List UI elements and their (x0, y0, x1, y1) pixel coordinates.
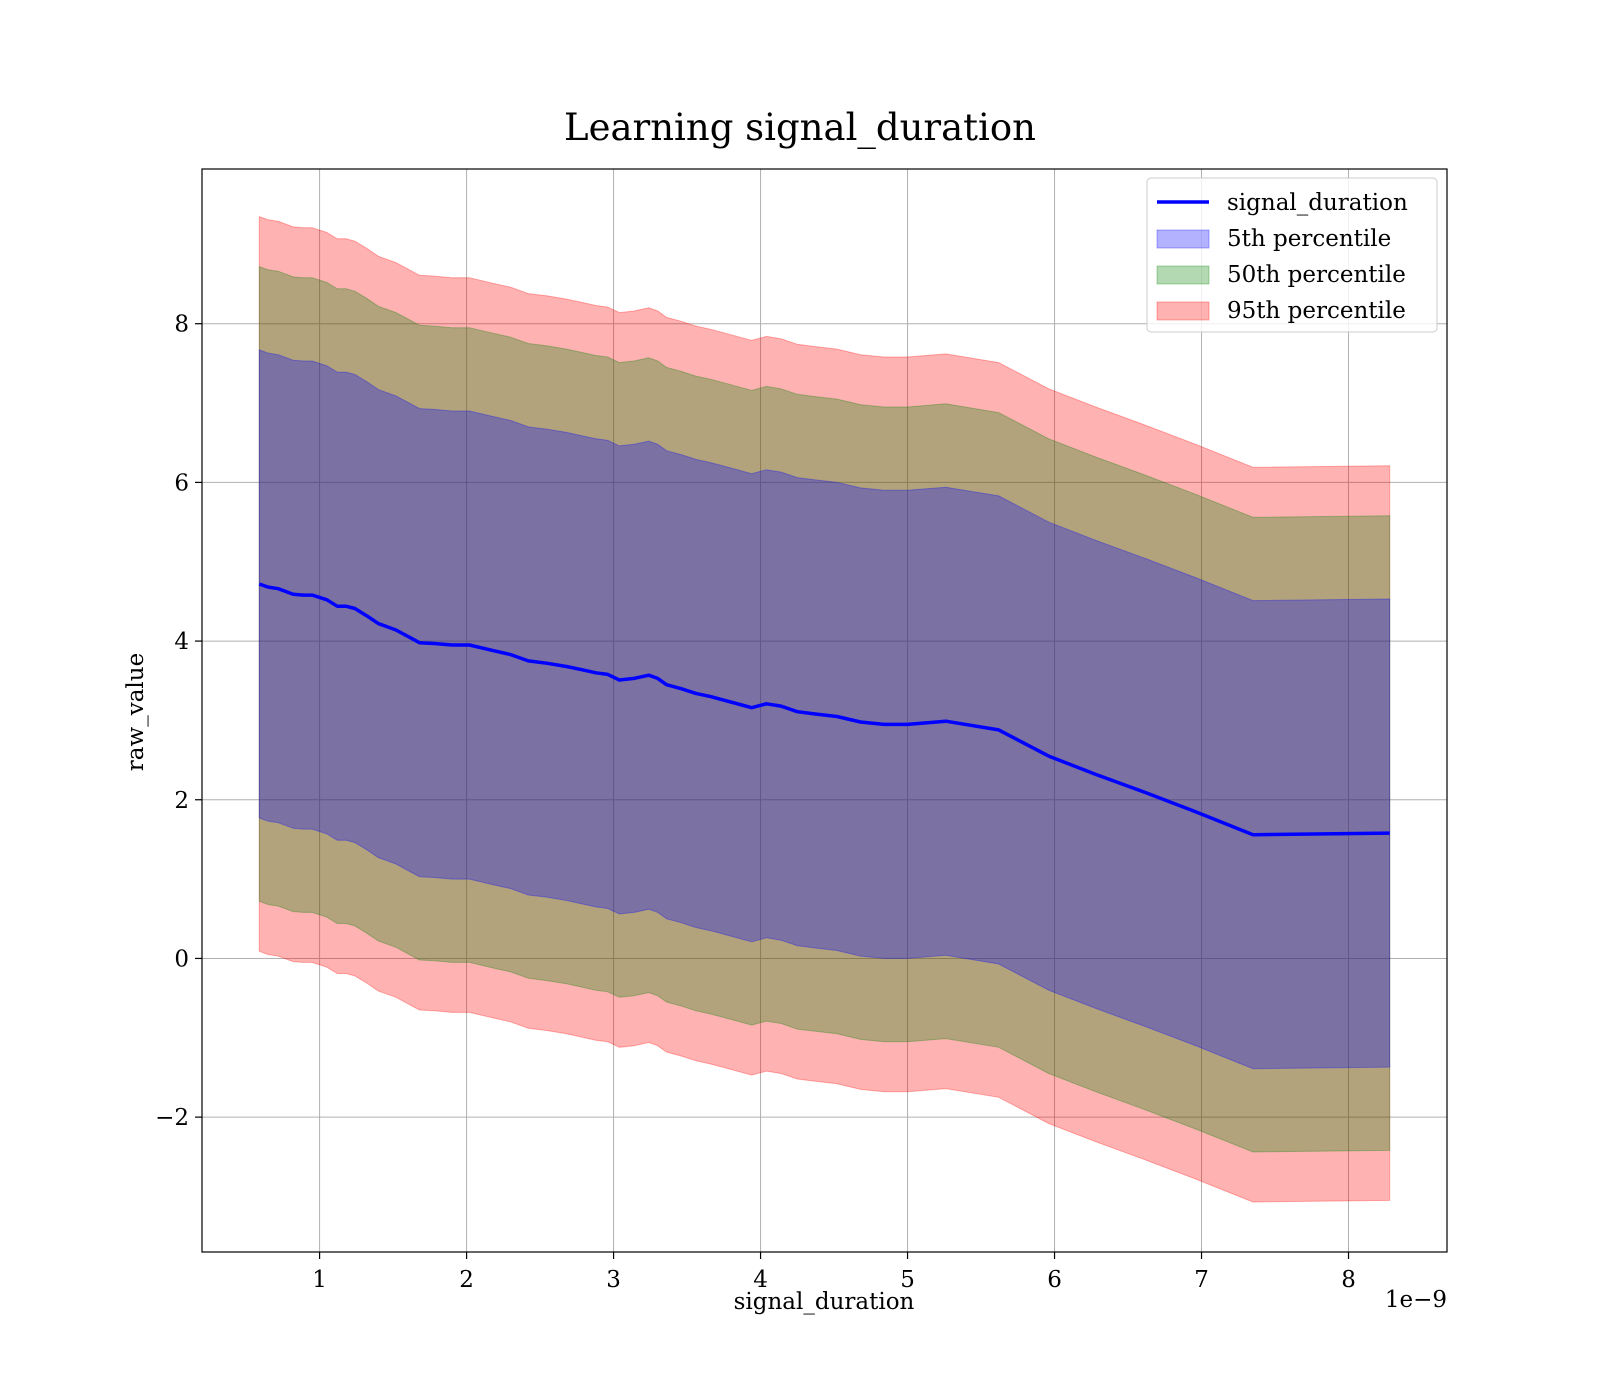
y-tick-label: 4 (174, 629, 189, 655)
y-tick-label: 2 (174, 788, 189, 814)
legend: signal_duration 5th percentile 50th percen… (1146, 177, 1438, 333)
x-tick-label: 2 (459, 1267, 474, 1293)
y-tick-label: −2 (155, 1105, 189, 1131)
x-tick-label: 8 (1341, 1267, 1356, 1293)
legend-label: 95th percentile (1227, 298, 1406, 324)
x-tick-label: 6 (1047, 1267, 1062, 1293)
signal-duration-line (258, 582, 1390, 837)
legend-frame (1146, 177, 1438, 333)
y-tick-label: 8 (174, 312, 189, 338)
x-tick-label: 5 (900, 1267, 915, 1293)
legend-swatch (1156, 301, 1210, 321)
band-5th-percentile (258, 349, 1391, 1070)
chart-title: Learning signal_duration (564, 106, 1036, 150)
legend-label: signal_duration (1227, 190, 1408, 216)
x-tick-label: 1 (312, 1267, 327, 1293)
axis-ticks: 1 2 3 4 5 6 7 8 −2 0 2 4 6 8 (155, 312, 1356, 1293)
x-axis-label: signal_duration (734, 1289, 915, 1315)
plot-area-frame (201, 168, 1448, 1253)
y-tick-label: 6 (174, 470, 189, 496)
legend-swatch (1156, 229, 1210, 249)
legend-label: 50th percentile (1227, 262, 1406, 288)
legend-swatch (1156, 265, 1210, 285)
grid-lines (202, 169, 1447, 1252)
series-lines (258, 582, 1390, 837)
x-axis-offset-label: 1e−9 (1385, 1287, 1447, 1313)
y-axis-label: raw_value (123, 653, 149, 771)
y-tick-label: 0 (174, 946, 189, 972)
x-tick-label: 7 (1194, 1267, 1209, 1293)
x-tick-label: 4 (753, 1267, 768, 1293)
percentile-bands (258, 215, 1391, 1203)
legend-label: 5th percentile (1227, 226, 1391, 252)
band-95th-percentile (258, 215, 1391, 1203)
x-tick-label: 3 (606, 1267, 621, 1293)
band-50th-percentile (258, 265, 1391, 1153)
